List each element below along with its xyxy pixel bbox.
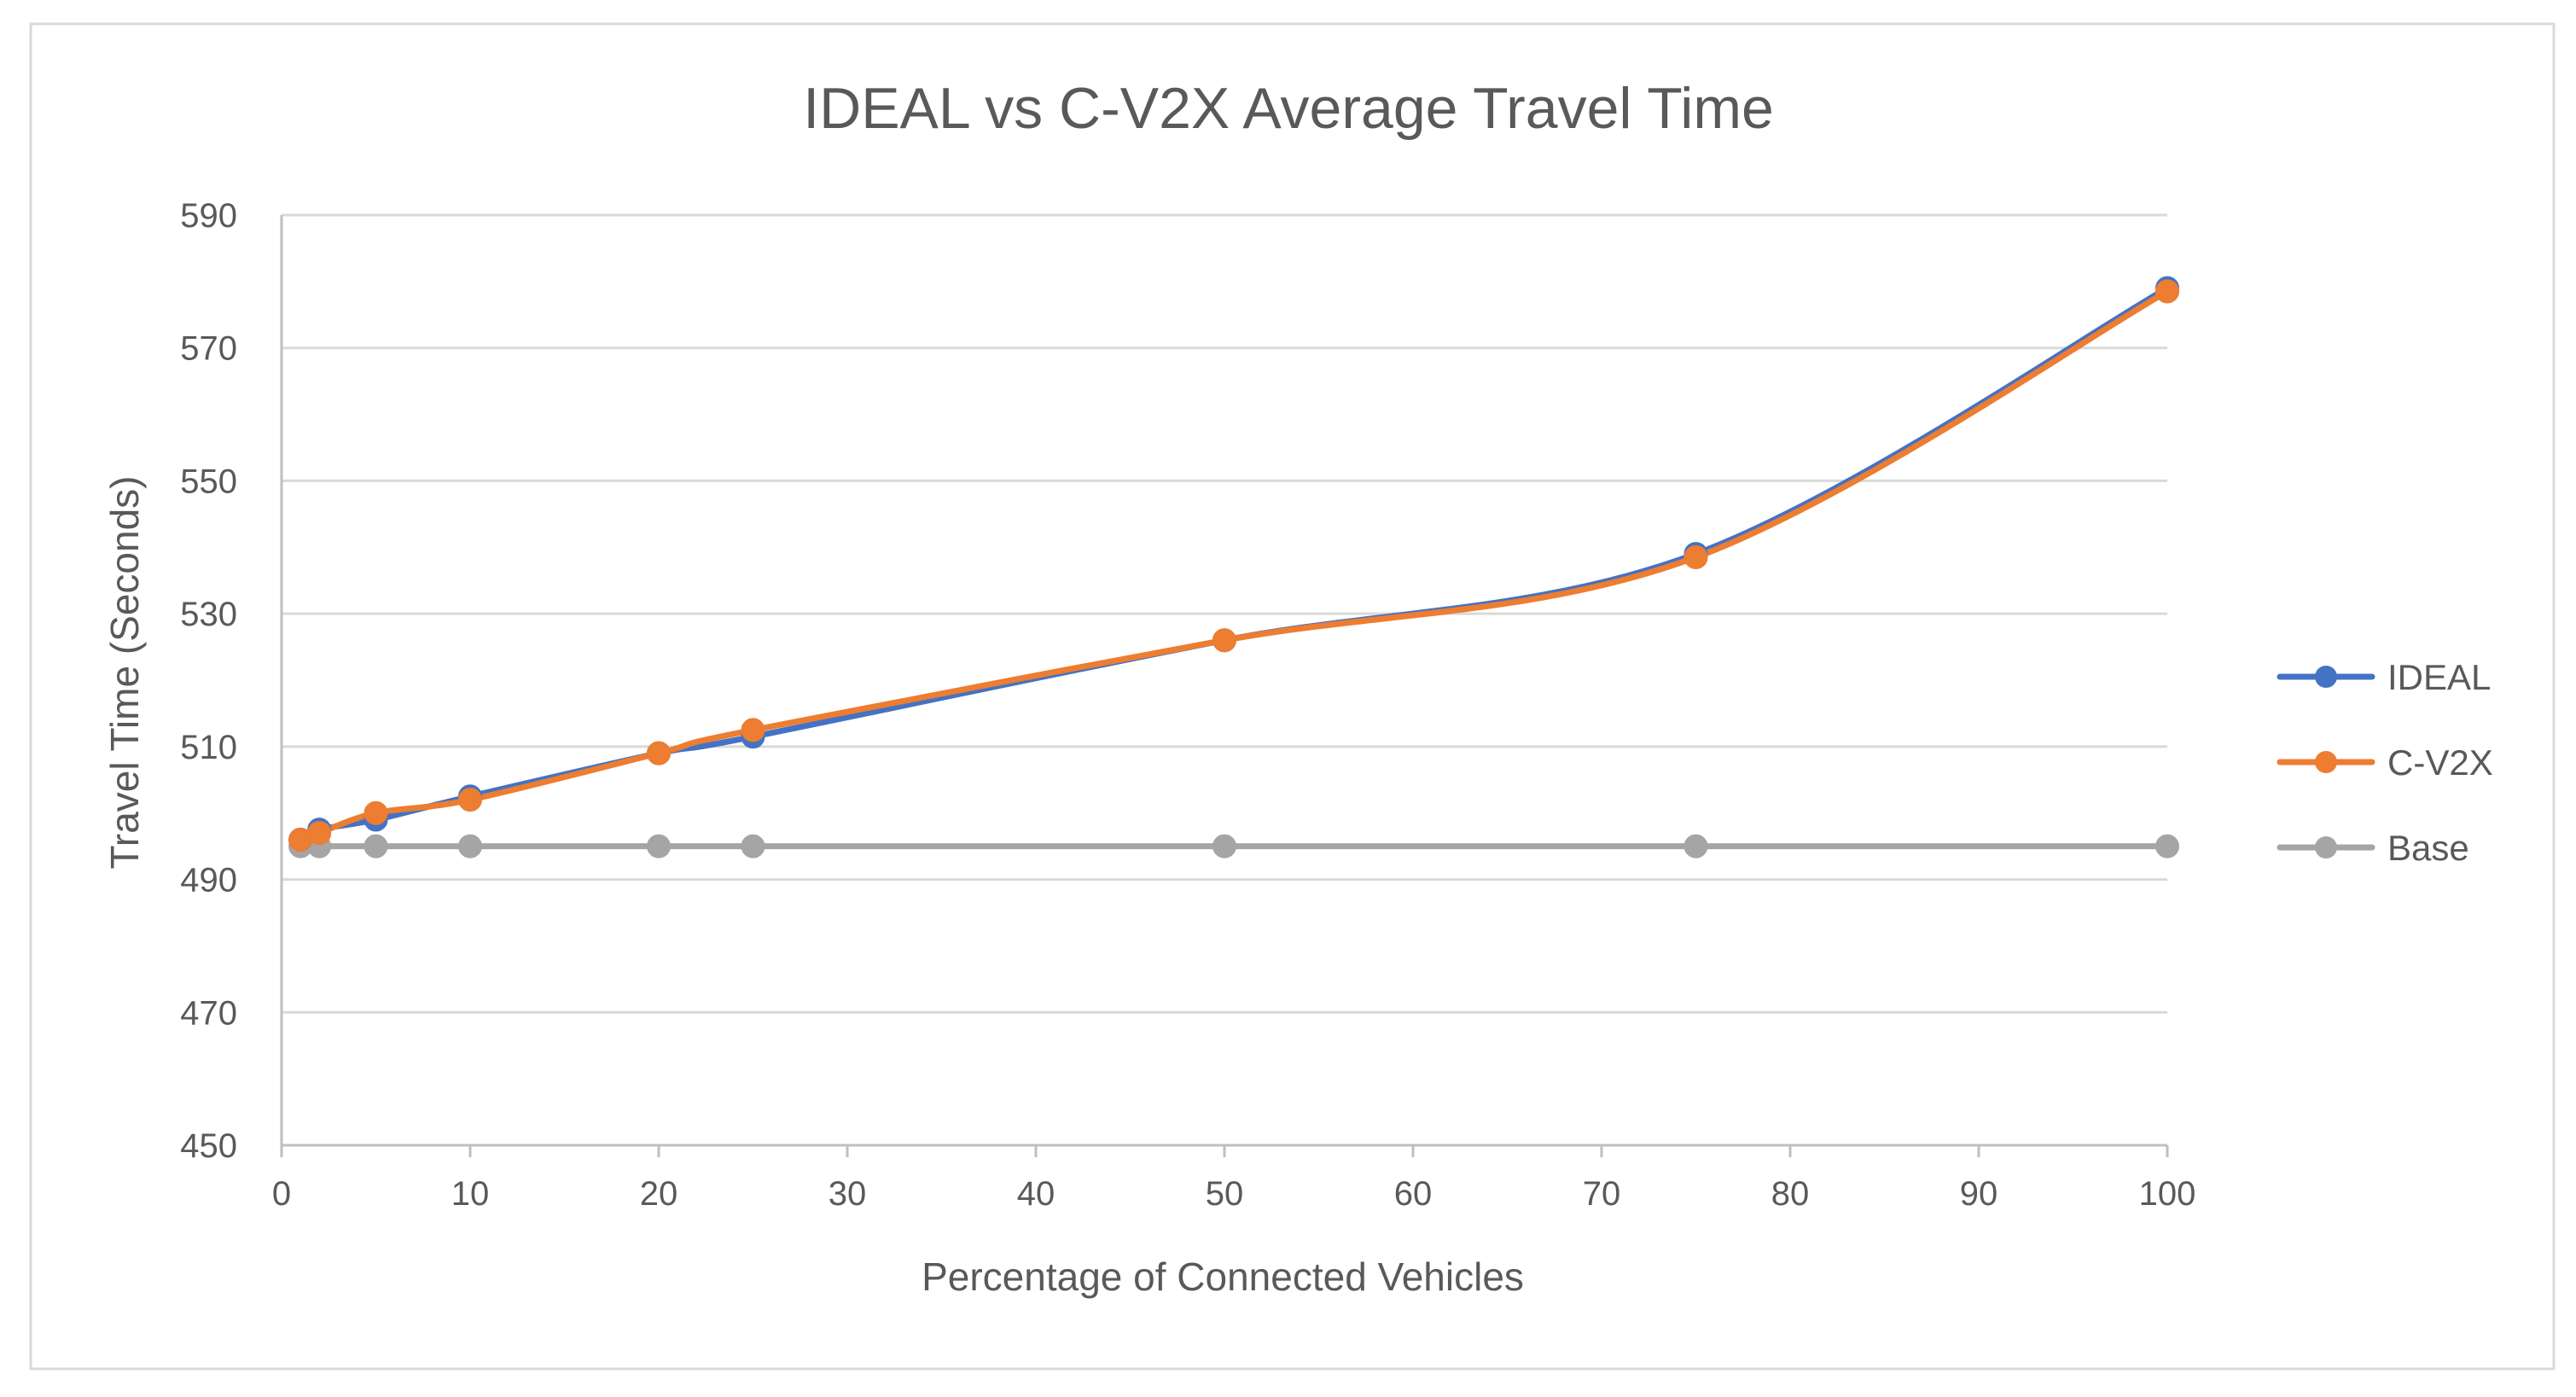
y-axis-title: Travel Time (Seconds) [102, 476, 147, 870]
data-point-c-v2x [458, 788, 482, 812]
x-tick-label: 70 [1583, 1175, 1621, 1213]
x-tick-label: 0 [272, 1175, 291, 1213]
series-line-c-v2x [297, 288, 2171, 843]
x-tick-labels: 0 10 20 30 40 50 60 70 80 90 100 [272, 1175, 2196, 1213]
y-tick-label: 570 [180, 330, 237, 368]
y-tick-label: 490 [180, 862, 237, 899]
gridlines [282, 213, 2167, 1147]
chart-title: IDEAL vs C-V2X Average Travel Time [803, 76, 1774, 141]
data-point-base [2155, 834, 2179, 859]
data-point-c-v2x [2155, 279, 2179, 304]
series-lines [297, 285, 2171, 850]
data-point-base [741, 834, 765, 859]
data-point-base [1212, 834, 1236, 859]
x-tick-label: 80 [1771, 1175, 1810, 1213]
x-tick-label: 100 [2139, 1175, 2196, 1213]
legend-label-c-v2x: C-V2X [2387, 742, 2493, 783]
chart-border [29, 22, 2556, 1371]
legend: IDEAL C-V2X Base [2277, 657, 2493, 868]
x-tick-label: 30 [829, 1175, 867, 1213]
data-point-base [363, 834, 388, 859]
data-point-base [647, 834, 671, 859]
series-markers [288, 276, 2179, 859]
data-point-c-v2x [647, 741, 671, 765]
y-tick-labels: 450 470 490 510 530 550 570 590 [180, 197, 237, 1165]
data-point-c-v2x [1212, 628, 1236, 653]
y-tick-label: 470 [180, 994, 237, 1032]
x-tick-label: 50 [1206, 1175, 1244, 1213]
data-point-base [458, 834, 482, 859]
legend-label-ideal: IDEAL [2387, 657, 2491, 697]
x-tick-label: 90 [1960, 1175, 1998, 1213]
legend-marker-base [2315, 836, 2337, 859]
x-tick-label: 40 [1017, 1175, 1055, 1213]
y-tick-label: 550 [180, 463, 237, 500]
x-tick-label: 20 [640, 1175, 678, 1213]
axes [280, 215, 2169, 1157]
y-tick-label: 510 [180, 729, 237, 766]
data-point-base [1683, 834, 1708, 859]
data-point-c-v2x [741, 718, 765, 742]
data-point-c-v2x [363, 800, 388, 825]
y-tick-label: 590 [180, 197, 237, 235]
legend-marker-c-v2x [2315, 751, 2337, 773]
y-tick-label: 450 [180, 1127, 237, 1165]
data-point-c-v2x [307, 821, 332, 846]
legend-marker-ideal [2315, 666, 2337, 688]
series-line-ideal [297, 285, 2171, 843]
x-axis-title: Percentage of Connected Vehicles [922, 1254, 1524, 1299]
x-tick-label: 10 [451, 1175, 490, 1213]
data-point-c-v2x [1683, 544, 1708, 569]
legend-label-base: Base [2387, 828, 2469, 868]
y-tick-label: 530 [180, 596, 237, 633]
x-tick-label: 60 [1394, 1175, 1433, 1213]
